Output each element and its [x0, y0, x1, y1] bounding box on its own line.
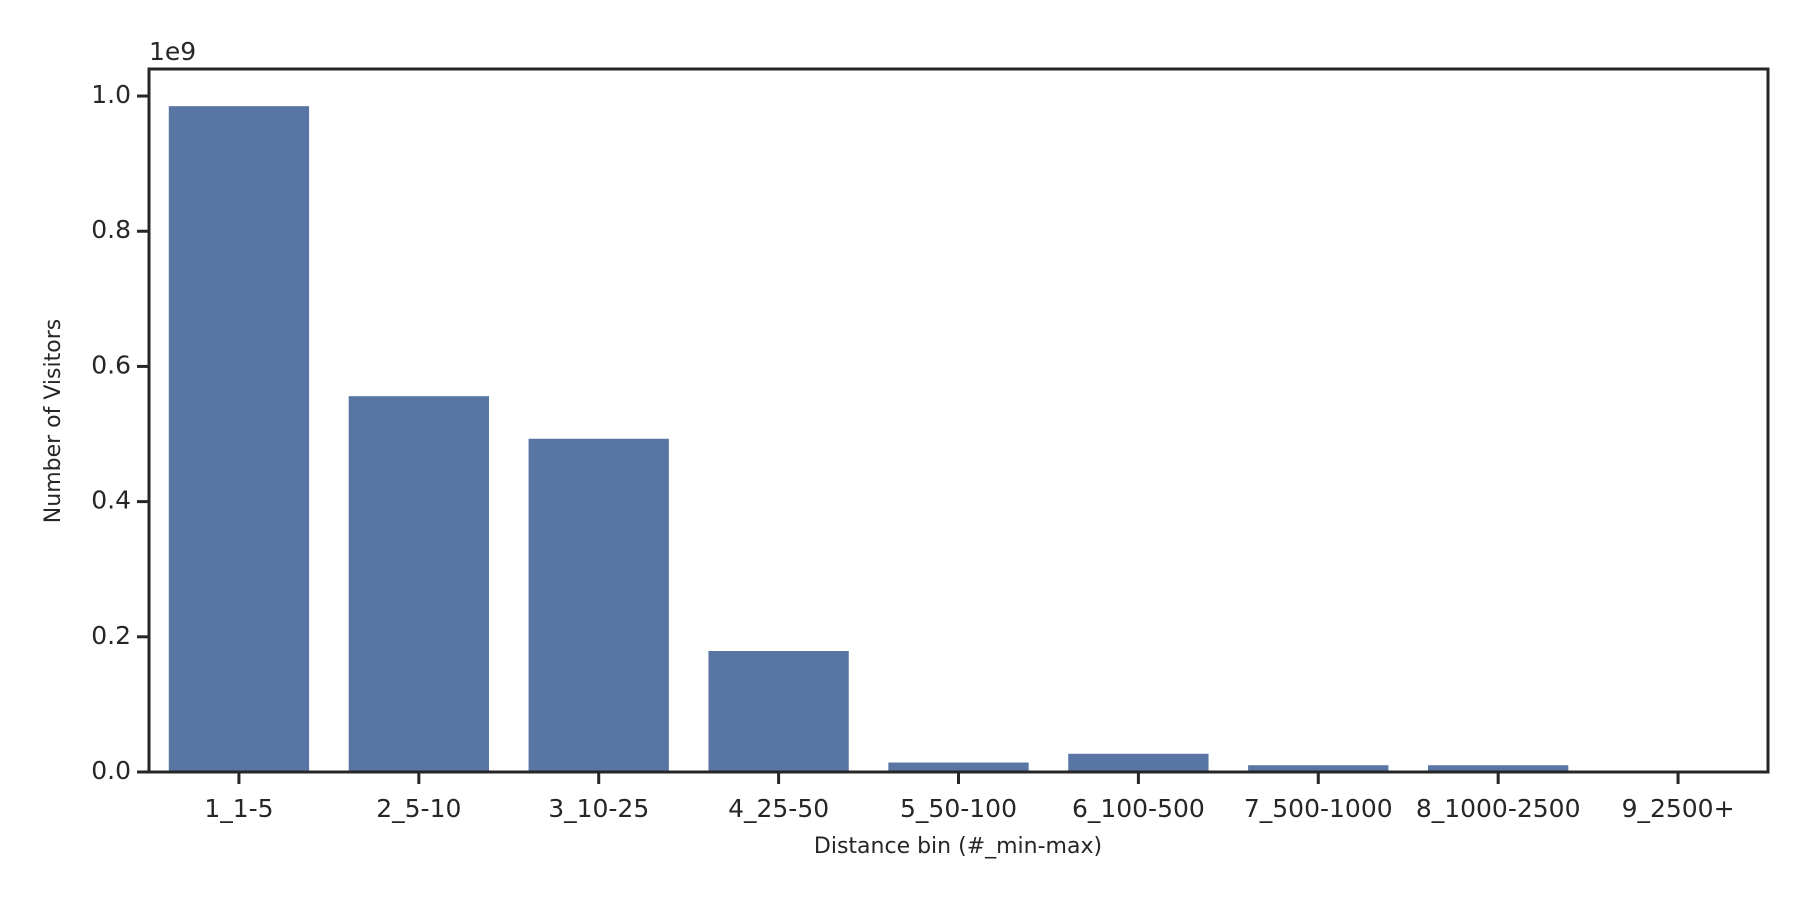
bar	[1248, 765, 1389, 772]
y-tick-label: 0.2	[91, 621, 131, 650]
y-tick-label: 0.8	[91, 215, 131, 244]
plot-frame	[147, 67, 1770, 774]
y-offset-label: 1e9	[149, 37, 196, 66]
y-tick-label: 0.4	[91, 486, 131, 515]
y-tick-label: 0.6	[91, 350, 131, 379]
y-tick-label: 1.0	[91, 80, 131, 109]
bar	[1068, 753, 1209, 772]
bar	[1428, 765, 1569, 772]
bar	[168, 106, 310, 773]
x-tick-label: 6_100-500	[1072, 794, 1205, 823]
y-tick-label: 0.0	[91, 756, 131, 785]
x-tick-label: 8_1000-2500	[1416, 794, 1581, 823]
x-tick-label: 4_25-50	[728, 794, 829, 823]
x-tick-label: 9_2500+	[1622, 794, 1735, 823]
bar	[708, 651, 849, 772]
bar	[888, 762, 1029, 772]
x-tick-label: 1_1-5	[204, 794, 273, 823]
x-tick-label: 5_50-100	[900, 794, 1017, 823]
x-axis-label: Distance bin (#_min-max)	[814, 834, 1102, 859]
bar	[348, 396, 489, 772]
bar	[528, 438, 669, 772]
x-tick-label: 2_5-10	[376, 794, 461, 823]
x-tick-label: 3_10-25	[548, 794, 649, 823]
y-axis-label: Number of Visitors	[41, 319, 66, 523]
x-tick-label: 7_500-1000	[1244, 794, 1393, 823]
